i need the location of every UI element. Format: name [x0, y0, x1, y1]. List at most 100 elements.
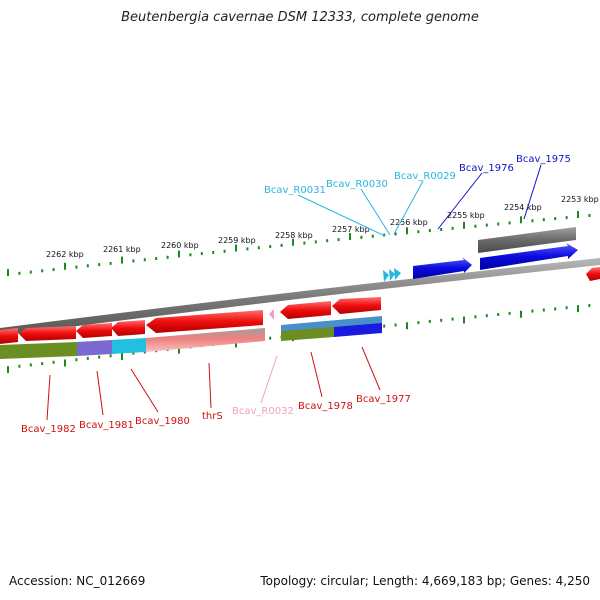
minor-tick: [269, 245, 272, 248]
major-tick: [577, 211, 579, 218]
major-tick: [406, 227, 408, 235]
feature-category-band: [0, 316, 382, 359]
minor-tick: [303, 241, 306, 245]
minor-tick: [223, 249, 226, 253]
minor-tick: [428, 319, 431, 323]
gene-bcav-1982[interactable]: [19, 326, 76, 341]
ruler-labels: 2262 kbp 2261 kbp 2260 kbp 2259 kbp 2258…: [46, 195, 599, 259]
gene-label: Bcav_1981: [79, 420, 134, 431]
rrna-bcav-r0030[interactable]: [389, 269, 395, 281]
minor-tick: [155, 257, 158, 260]
gene-label: Bcav_1982: [21, 424, 76, 435]
minor-tick: [440, 318, 443, 322]
minor-tick: [394, 323, 397, 327]
chromosome-backbone: [0, 258, 600, 336]
major-tick: [235, 244, 237, 252]
genome-title: Beutenbergia cavernae DSM 12333, complet…: [121, 10, 479, 25]
minor-tick: [75, 265, 78, 269]
gene-bcav-1975-gray[interactable]: [478, 227, 576, 253]
major-tick: [463, 316, 465, 324]
gene-bcav-1975[interactable]: [480, 243, 578, 270]
minor-tick: [41, 269, 44, 273]
kbp-label: 2257 kbp: [332, 225, 370, 234]
minor-tick: [565, 306, 568, 310]
rrna-bcav-r0029[interactable]: [394, 268, 401, 280]
kbp-label: 2261 kbp: [103, 245, 141, 254]
upper-leader-lines: [297, 164, 542, 237]
minor-tick: [337, 238, 340, 242]
minor-tick: [588, 214, 591, 217]
kbp-label: 2262 kbp: [46, 250, 84, 259]
minor-tick: [86, 356, 89, 360]
minor-tick: [508, 221, 511, 225]
upper-gene-labels: Bcav_R0031 Bcav_R0030 Bcav_R0029 Bcav_19…: [264, 154, 571, 196]
major-tick: [463, 221, 465, 229]
gene-label: Bcav_R0030: [326, 179, 388, 190]
gene-bcav-1976[interactable]: [413, 257, 472, 279]
minor-tick: [189, 253, 192, 257]
minor-tick: [326, 239, 329, 243]
minor-tick: [508, 311, 511, 315]
minor-tick: [98, 355, 101, 359]
minor-tick: [132, 259, 135, 263]
minor-tick: [474, 315, 477, 319]
minor-tick: [269, 336, 272, 340]
minor-tick: [52, 360, 55, 364]
minor-tick: [29, 363, 32, 367]
minor-tick: [314, 240, 317, 244]
gene-bcav-1977[interactable]: [332, 297, 381, 314]
reverse-strand-genes: [0, 297, 381, 344]
minor-tick: [451, 317, 454, 321]
major-tick: [121, 256, 123, 264]
minor-tick: [166, 255, 169, 259]
minor-tick: [428, 229, 431, 233]
rrna-bcav-r0031[interactable]: [383, 270, 389, 282]
gene-bcav-1983-partial[interactable]: [0, 328, 18, 344]
minor-tick: [18, 271, 21, 275]
minor-tick: [451, 226, 454, 230]
major-tick: [64, 262, 66, 270]
minor-tick: [360, 235, 363, 239]
kbp-label: 2258 kbp: [275, 231, 313, 240]
gene-label: Bcav_1980: [135, 416, 190, 427]
gene-label: Bcav_1978: [298, 401, 353, 412]
gene-next-reverse[interactable]: [586, 267, 600, 281]
gene-label: Bcav_R0032: [232, 406, 294, 417]
major-tick: [235, 340, 237, 348]
minor-tick: [246, 247, 249, 251]
trna-bcav-r0032[interactable]: [269, 309, 274, 320]
minor-tick: [531, 309, 534, 313]
minor-tick: [75, 358, 78, 362]
minor-tick: [109, 354, 112, 358]
minor-tick: [531, 219, 534, 223]
gene-thrs[interactable]: [146, 310, 263, 333]
minor-tick: [417, 321, 420, 325]
gene-label: Bcav_1977: [356, 394, 411, 405]
major-tick: [349, 233, 351, 240]
major-tick: [406, 322, 408, 330]
forward-strand-genes: [383, 227, 600, 282]
minor-tick: [417, 230, 420, 234]
gene-bcav-1980[interactable]: [111, 320, 145, 336]
minor-tick: [18, 364, 21, 368]
minor-tick: [371, 234, 374, 238]
major-tick: [520, 310, 522, 318]
minor-tick: [41, 362, 44, 366]
minor-tick: [280, 243, 283, 247]
kbp-label: 2256 kbp: [390, 218, 428, 227]
minor-tick: [29, 270, 32, 274]
gene-bcav-1981[interactable]: [76, 323, 112, 338]
gene-bcav-1978[interactable]: [280, 301, 331, 319]
kbp-label: 2253 kbp: [561, 195, 599, 204]
minor-tick: [52, 268, 55, 272]
gene-label: thrS: [202, 411, 223, 422]
major-tick: [178, 250, 180, 258]
kbp-label: 2260 kbp: [161, 241, 199, 250]
minor-tick: [143, 258, 146, 262]
major-tick: [121, 353, 123, 360]
minor-tick: [588, 304, 591, 307]
kbp-label: 2259 kbp: [218, 236, 256, 245]
major-tick: [178, 346, 180, 354]
lower-gene-labels: Bcav_1982 Bcav_1981 Bcav_1980 thrS Bcav_…: [21, 394, 411, 435]
